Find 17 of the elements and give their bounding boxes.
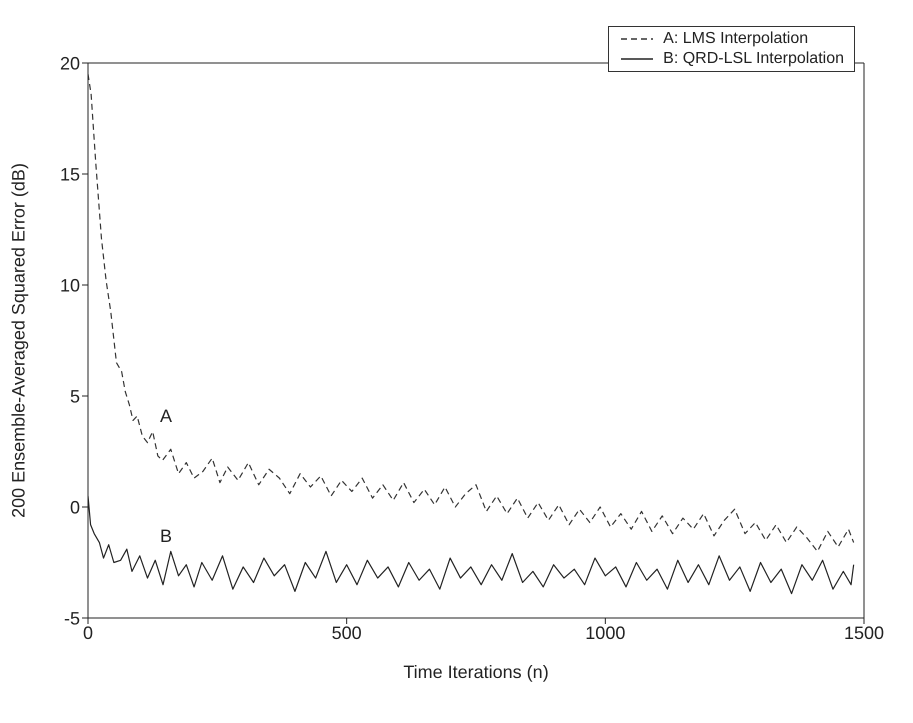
y-tick-label: 10 [60,275,80,296]
y-tick-label: 5 [70,386,80,406]
x-tick-label: 500 [332,622,362,643]
annotation: A [160,406,172,426]
x-axis-title: Time Iterations (n) [403,662,549,682]
y-tick-label: 0 [70,497,80,518]
line-series [88,74,854,552]
x-tick-label: 1000 [585,622,626,643]
legend-label: A: LMS Interpolation [663,29,808,49]
y-axis-title: 200 Ensemble-Averaged Squared Error (dB) [8,163,28,518]
annotation: B [160,526,172,546]
x-tick-label: 0 [82,622,94,643]
legend-label: B: QRD-LSL Interpolation [663,49,844,69]
y-tick-label: 20 [60,53,80,74]
x-tick-label: 1500 [844,622,884,643]
y-tick-label: 15 [60,164,80,184]
y-tick-label: -5 [64,608,80,628]
